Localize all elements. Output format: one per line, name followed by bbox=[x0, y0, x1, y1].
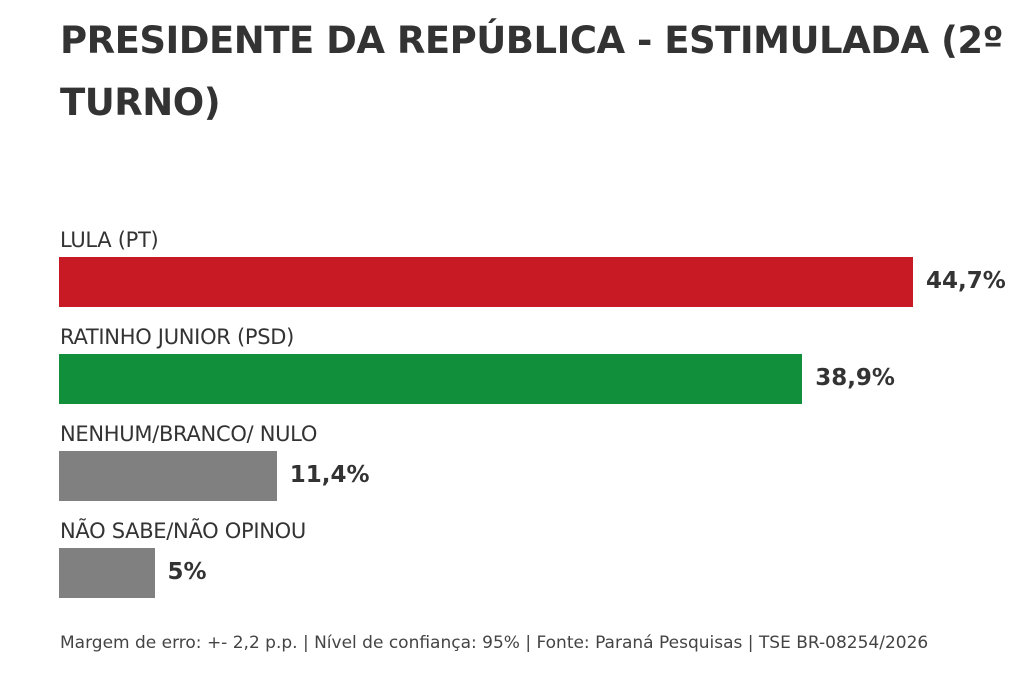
bar bbox=[59, 354, 803, 404]
category-label: RATINHO JUNIOR (PSD) bbox=[60, 325, 295, 349]
bar bbox=[59, 451, 277, 501]
category-label: NÃO SABE/NÃO OPINOU bbox=[60, 519, 306, 543]
chart-title: PRESIDENTE DA REPÚBLICA - ESTIMULADA (2º… bbox=[60, 19, 1004, 124]
bar bbox=[59, 257, 913, 307]
value-label: 5% bbox=[167, 559, 207, 585]
value-label: 44,7% bbox=[926, 268, 1006, 294]
value-label: 11,4% bbox=[289, 462, 370, 488]
category-label: NENHUM/BRANCO/ NULO bbox=[60, 422, 318, 446]
bar bbox=[59, 548, 155, 598]
value-label: 38,9% bbox=[815, 365, 895, 391]
category-label: LULA (PT) bbox=[60, 228, 159, 252]
chart-footer: Margem de erro: +- 2,2 p.p. | Nível de c… bbox=[60, 633, 929, 653]
